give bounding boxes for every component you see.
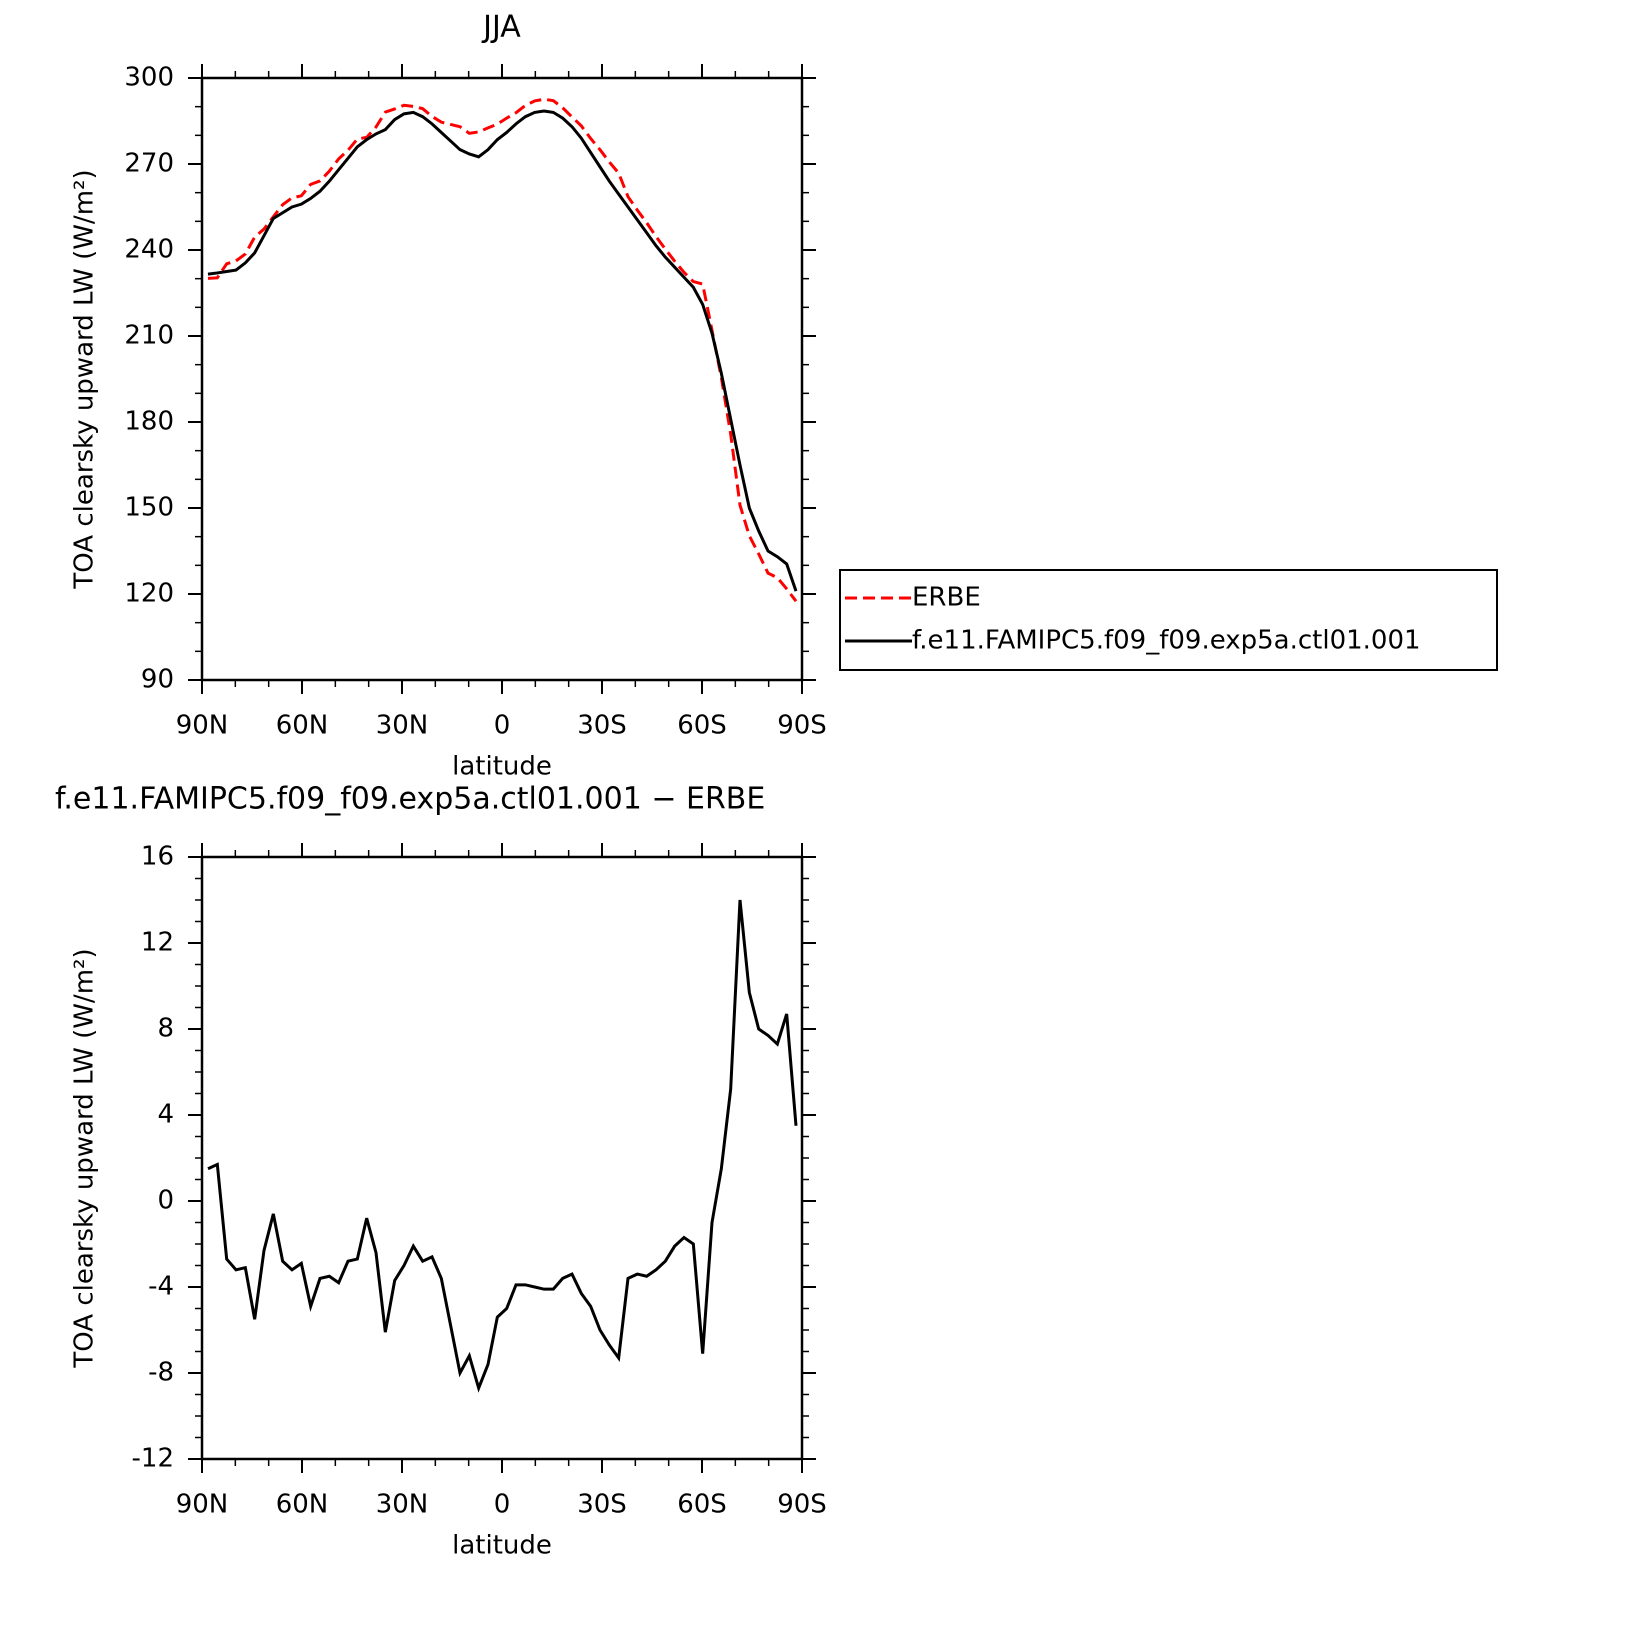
y-tick-label: 8 (157, 1014, 174, 1044)
y-tick-label: 150 (124, 493, 174, 523)
x-tick-label: 60S (677, 711, 727, 741)
x-tick-label: 30S (577, 711, 627, 741)
x-tick-label: 60N (276, 1490, 329, 1520)
y-tick-label: -12 (132, 1444, 174, 1474)
y-tick-label: 120 (124, 579, 174, 609)
y-tick-label: -8 (148, 1358, 174, 1388)
y-tick-label: -4 (148, 1272, 174, 1302)
y-axis-label: TOA clearsky upward LW (W/m²) (70, 169, 100, 589)
y-tick-label: 12 (141, 928, 174, 958)
x-tick-label: 90N (176, 1490, 229, 1520)
y-tick-label: 4 (157, 1100, 174, 1130)
y-tick-label: 270 (124, 149, 174, 179)
x-tick-label: 30N (376, 711, 429, 741)
x-tick-label: 60N (276, 711, 329, 741)
plot-frame (200, 855, 804, 1461)
x-tick-label: 90N (176, 711, 229, 741)
legend-label: f.e11.FAMIPC5.f09_f09.exp5a.ctl01.001 (912, 626, 1421, 656)
x-tick-label: 0 (494, 1490, 511, 1520)
legend-box (839, 569, 1498, 671)
data-line (207, 97, 798, 603)
x-tick-label: 90S (777, 1490, 827, 1520)
x-tick-label: 90S (777, 711, 827, 741)
data-line (207, 899, 798, 1393)
x-tick-label: 30N (376, 1490, 429, 1520)
y-tick-label: 90 (141, 665, 174, 695)
x-tick-label: 30S (577, 1490, 627, 1520)
chart-title: f.e11.FAMIPC5.f09_f09.exp5a.ctl01.001 − … (55, 782, 765, 817)
y-tick-label: 0 (157, 1186, 174, 1216)
y-tick-label: 16 (141, 842, 174, 872)
y-tick-label: 210 (124, 321, 174, 351)
data-line (207, 109, 798, 592)
plot-frame (200, 76, 804, 682)
x-tick-label: 60S (677, 1490, 727, 1520)
y-axis-label: TOA clearsky upward LW (W/m²) (70, 948, 100, 1368)
y-tick-label: 240 (124, 235, 174, 265)
x-axis-label: latitude (452, 752, 552, 782)
legend-label: ERBE (912, 583, 981, 613)
y-tick-label: 300 (124, 63, 174, 93)
chart-title: JJA (481, 10, 521, 45)
y-tick-label: 180 (124, 407, 174, 437)
x-tick-label: 0 (494, 711, 511, 741)
x-axis-label: latitude (452, 1531, 552, 1561)
